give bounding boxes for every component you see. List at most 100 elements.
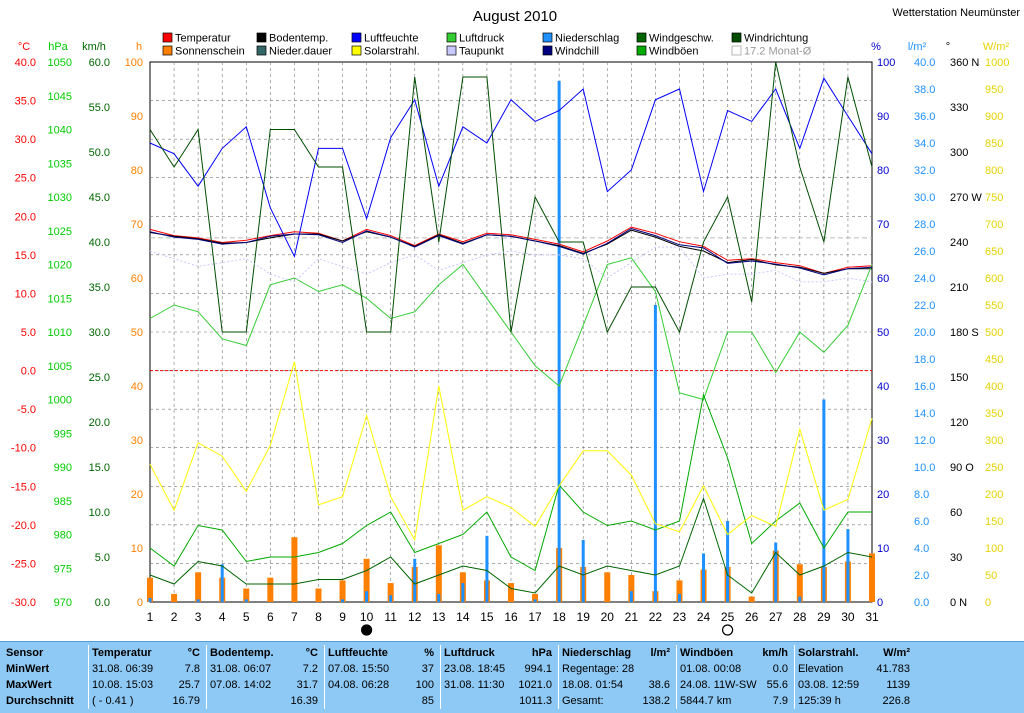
rain-bar (533, 599, 537, 602)
axis-tick-wind: 45.0 (89, 192, 110, 204)
rain-bar (341, 599, 345, 602)
legend-swatch (731, 32, 742, 43)
axis-tick-humidity: 40 (877, 381, 889, 393)
axis-tick-pressure: 995 (54, 428, 72, 440)
axis-tick-solar: 100 (985, 543, 1003, 555)
hum-max: 100 (415, 679, 434, 691)
axis-tick-sun: 10 (131, 543, 143, 555)
axis-tick-wind: 50.0 (89, 147, 110, 159)
day-label: 7 (291, 610, 298, 624)
solar-dur: 125:39 h (798, 695, 841, 707)
stats-max-label: MaxWert (6, 679, 52, 691)
legend-label: Nieder.dauer (269, 46, 332, 58)
legend-swatch (351, 32, 362, 43)
hum-min: 37 (421, 663, 434, 675)
axis-tick-rain: 18.0 (914, 354, 935, 366)
temp-avg-note: ( - 0.41 ) (92, 695, 134, 707)
day-label: 11 (384, 610, 397, 624)
axis-tick-dir: 120 (950, 417, 968, 429)
axis-tick-solar: 500 (985, 327, 1003, 339)
axis-unit-solar: W/m² (983, 41, 1010, 53)
sunshine-bar (267, 577, 274, 602)
axis-tick-solar: 450 (985, 354, 1003, 366)
rain-max-date: 18.08. 01:54 (562, 679, 624, 691)
rain-bar (244, 599, 248, 602)
legend-swatch (542, 32, 553, 43)
axis-tick-rain: 2.0 (914, 570, 929, 582)
axis-unit-humidity: % (871, 41, 881, 53)
axis-tick-rain: 36.0 (914, 111, 935, 123)
press-title: Luftdruck (444, 647, 495, 659)
day-label: 5 (243, 610, 250, 624)
axis-tick-pressure: 985 (54, 496, 72, 508)
axis-tick-solar: 400 (985, 381, 1003, 393)
axis-tick-pressure: 980 (54, 530, 72, 542)
legend-label: Windchill (555, 46, 599, 58)
legend-label: Luftfeuchte (364, 33, 418, 45)
axis-unit-dir: ° (946, 41, 950, 53)
sunshine-bar (676, 580, 683, 602)
day-label: 10 (360, 610, 374, 624)
axis-tick-rain: 22.0 (914, 300, 935, 312)
axis-tick-rain: 40.0 (914, 57, 935, 69)
axis-tick-humidity: 10 (877, 543, 889, 555)
axis-tick-pressure: 970 (54, 597, 72, 609)
solar-max-date: 03.08. 12:59 (798, 679, 860, 691)
rain-bar (629, 591, 633, 602)
legend-swatch (162, 45, 173, 56)
sunshine-bar (147, 577, 153, 602)
axis-tick-wind: 40.0 (89, 237, 110, 249)
rain-bar (148, 597, 152, 602)
rain-bar (702, 553, 706, 602)
axis-tick-solar: 50 (985, 570, 997, 582)
temp-max: 25.7 (178, 679, 200, 691)
axis-tick-rain: 12.0 (914, 435, 935, 447)
axis-tick-rain: 34.0 (914, 138, 935, 150)
hum-unit: % (424, 647, 434, 659)
legend-label: 17.2 Monat-Ø (744, 46, 812, 58)
axis-tick-rain: 38.0 (914, 84, 935, 96)
legend-label: Windrichtung (744, 33, 808, 45)
axis-tick-dir: 30 (950, 552, 962, 564)
temp-avg: 16.79 (172, 695, 200, 707)
line-layer (149, 61, 873, 594)
axis-tick-dir: 240 (950, 237, 968, 249)
press-min-date: 23.08. 18:45 (444, 663, 506, 675)
rain-bar (774, 542, 778, 602)
axis-tick-pressure: 975 (54, 563, 72, 575)
gust-max: 55.6 (766, 679, 788, 691)
axis-tick-sun: 60 (131, 273, 143, 285)
axis-unit-wind: km/h (82, 41, 106, 53)
legend-label: Solarstrahl. (364, 46, 420, 58)
axis-tick-humidity: 60 (877, 273, 889, 285)
day-label: 24 (697, 610, 711, 624)
stats-solar: Solarstrahl. W/m² Elevation 41.783 03.08. … (798, 645, 914, 711)
axis-tick-temp: -15.0 (11, 481, 36, 493)
rain-bar (557, 80, 561, 602)
day-label: 1 (147, 610, 154, 624)
day-label: 23 (673, 610, 687, 624)
temp-min-date: 31.08. 06:39 (92, 663, 154, 675)
hum-max-date: 04.08. 06:28 (328, 679, 390, 691)
axis-tick-solar: 800 (985, 165, 1003, 177)
temp-unit: °C (187, 647, 200, 659)
stats-avg-label: Durchschnitt (6, 695, 74, 707)
soil-min-date: 31.08. 06:07 (210, 663, 272, 675)
temp-max-date: 10.08. 15:03 (92, 679, 154, 691)
axis-tick-wind: 35.0 (89, 282, 110, 294)
solar-elev: 41.783 (876, 663, 910, 675)
legend-swatch (351, 45, 362, 56)
series-line-solarstrahl (149, 361, 873, 542)
axis-tick-sun: 100 (125, 57, 143, 69)
temp-min: 7.8 (184, 663, 200, 675)
axis-tick-temp: 40.0 (15, 57, 36, 69)
press-unit: hPa (531, 647, 552, 659)
series-line-windgeschw (149, 496, 873, 594)
axis-tick-temp: 25.0 (15, 173, 36, 185)
axis-tick-rain: 30.0 (914, 192, 935, 204)
solar-max: 1139 (886, 679, 910, 691)
axis-tick-dir: 330 (950, 102, 968, 114)
axis-tick-temp: 15.0 (15, 250, 36, 262)
axis-tick-dir: 180 S (950, 327, 979, 339)
hum-min-date: 07.08. 15:50 (328, 663, 390, 675)
